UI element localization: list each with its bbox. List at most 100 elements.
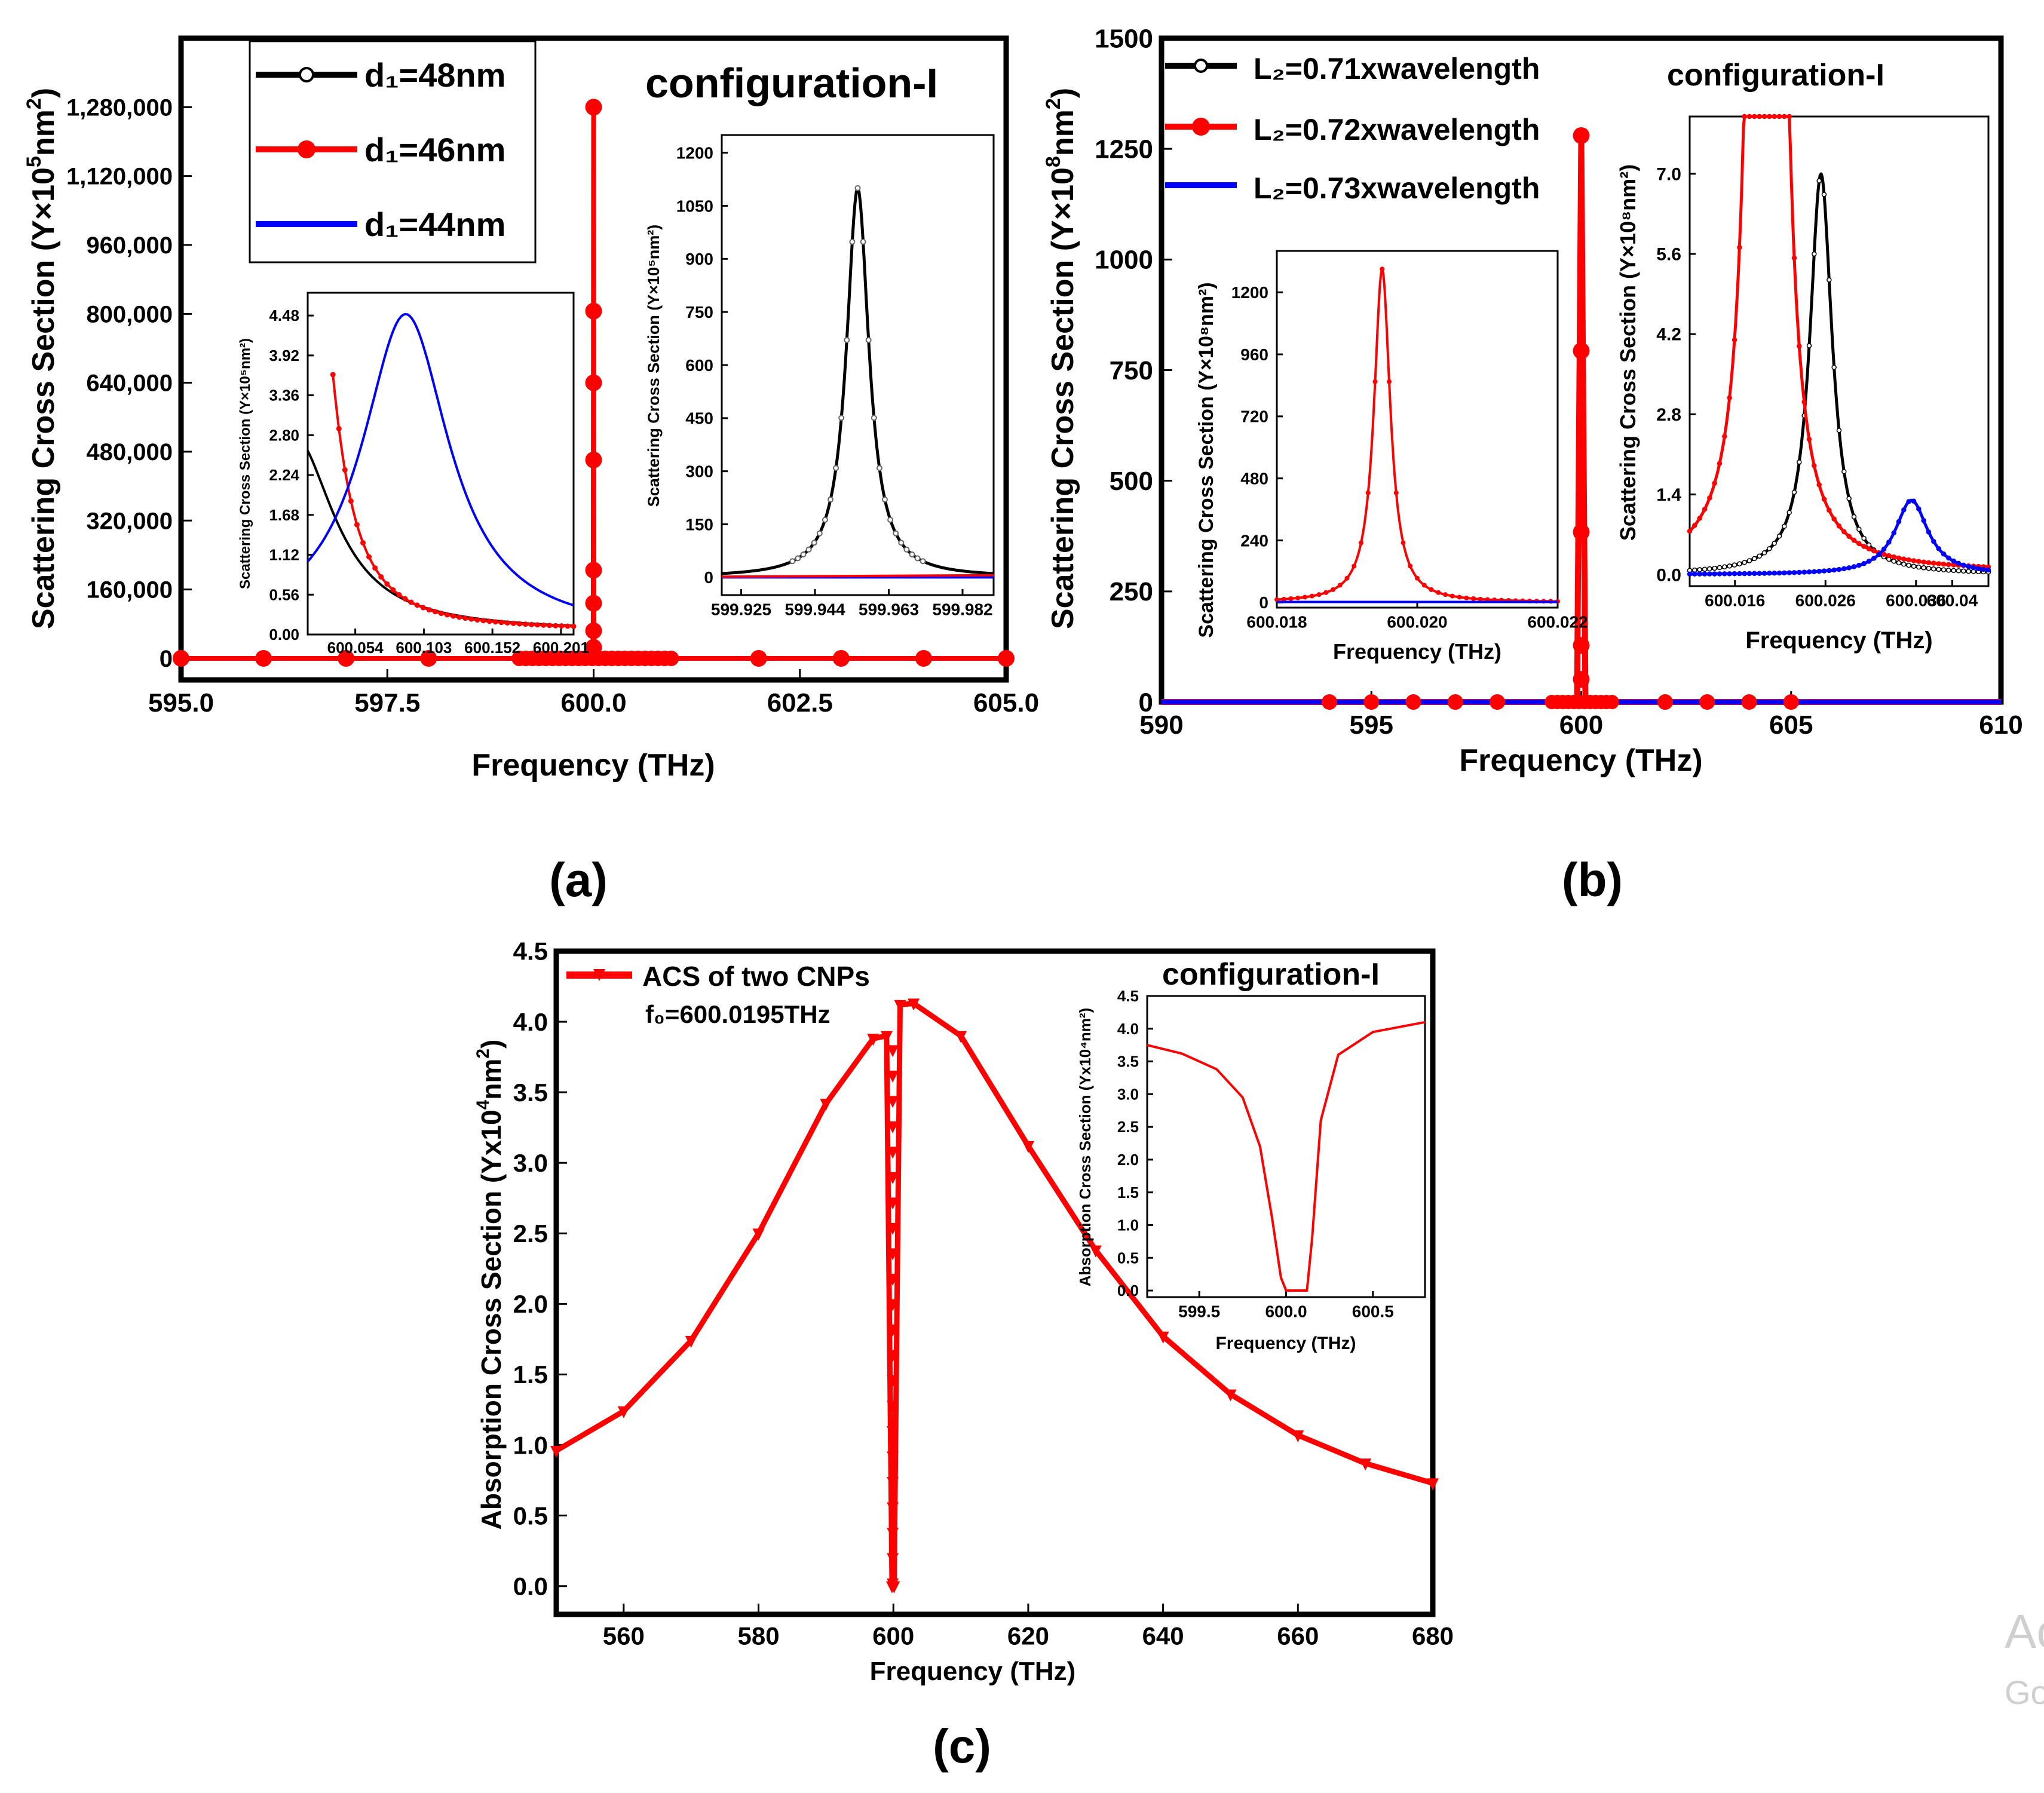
- inset-left-a-x-ticklabel-1: 600.103: [396, 639, 452, 657]
- series-a-d1-46nm-point-6: [915, 649, 932, 667]
- inset-right-a: 0 150 300 450 600 750 900 1050 1200 599.925 599.94…: [645, 134, 995, 619]
- inset-right-b-series-2-point-2: [1697, 571, 1702, 577]
- inset-right-b-series-2-point-1: [1692, 571, 1697, 577]
- inset-right-b-series-2-point-49: [1931, 538, 1936, 544]
- inset-left-a-y-ticklabel-0: 0.00: [269, 626, 299, 643]
- inset-right-b-series-1-point-19: [1782, 114, 1787, 119]
- series-c-acs-dip-15: [887, 1426, 899, 1438]
- inset-right-b-series-1-point-9: [1732, 337, 1737, 343]
- inset-right-b-series-2-point-38: [1876, 551, 1881, 557]
- inset-right-b-series-2-point-45: [1911, 498, 1917, 504]
- series-a-d1-46nm-peakpoint-6: [585, 99, 602, 116]
- panel-label-b: (b): [1562, 853, 1623, 906]
- y-axis-b-ticklabel-5: 1250: [1095, 135, 1153, 164]
- inset-right-b-series-2-point-18: [1776, 570, 1782, 576]
- inset-right-b-series-0-point-20: [1786, 510, 1792, 515]
- inset-right-b-series-0-point-5: [1712, 565, 1717, 571]
- inset-right-a-y-ticklabel-1: 150: [685, 515, 713, 534]
- inset-left-b-red-point-2: [1288, 596, 1294, 601]
- inset-left-a-red-point-4: [354, 522, 360, 528]
- inset-left-b-red-point-10: [1344, 575, 1350, 581]
- inset-right-b-series-2-point-16: [1767, 571, 1772, 576]
- series-c-acs-dip-14: [887, 1400, 899, 1413]
- inset-c-y-ticklabel-1: 0.5: [1117, 1249, 1139, 1267]
- inset-left-b-ylabel: Scattering Cross Section (Y×10⁸nm²): [1195, 282, 1218, 637]
- series-c-acs-dip-17: [887, 1477, 899, 1489]
- y-axis-b-ticklabel-0: 0: [1139, 688, 1153, 717]
- inset-left-a-x-ticklabel-0: 600.054: [327, 639, 384, 657]
- inset-right-b-series-1-point-15: [1761, 114, 1767, 119]
- inset-left-b-y-ticklabel-0: 0: [1259, 593, 1268, 612]
- inset-right-b-series-2-point-21: [1791, 570, 1797, 575]
- inset-right-b-series-2-point-47: [1921, 518, 1926, 523]
- series-a-d1-46nm-point-4: [750, 649, 767, 667]
- inset-left-a-red-point-27: [492, 619, 498, 625]
- series-b-l2-072-point-2: [1405, 694, 1421, 710]
- inset-left-a-red-point-28: [498, 620, 504, 626]
- inset-frame-right-a: [721, 134, 995, 596]
- inset-left-a-red-point-2: [342, 467, 348, 473]
- x-axis-title-b: Frequency (THz): [1459, 743, 1702, 778]
- series-a-d1-46nm-point-2: [338, 649, 355, 667]
- inset-right-b-series-0-point-8: [1727, 563, 1732, 569]
- inset-right-b-series-1-point-37: [1871, 548, 1877, 554]
- series-group-c: [550, 998, 1439, 1593]
- series-c-acs-point-13: [1089, 1245, 1102, 1258]
- y-axis-c-ticklabel-0: 0.0: [513, 1572, 548, 1600]
- inset-right-b-series-2-point-53: [1951, 558, 1956, 564]
- x-axis-b-ticklabel-0: 590: [1139, 710, 1183, 740]
- inset-right-b-series-2-point-41: [1891, 530, 1896, 536]
- annotation-a: configuration-I: [645, 60, 938, 106]
- series-b-l2-072-peakpoint-0: [1573, 127, 1590, 144]
- legend-label-a-1: d₁=46nm: [364, 131, 505, 168]
- inset-c-y-ticklabel-3: 1.5: [1117, 1184, 1139, 1202]
- inset-right-b-series-1-point-21: [1791, 255, 1797, 260]
- x-axis-b-ticklabel-2: 600: [1559, 710, 1603, 740]
- inset-right-b-series-1-point-47: [1921, 559, 1926, 565]
- x-axis-a-ticklabel-4: 605.0: [973, 688, 1039, 718]
- y-axis-c-ticklabel-5: 2.5: [513, 1219, 548, 1248]
- inset-left-b-red-point-1: [1281, 596, 1286, 602]
- inset-left-b-red-point-26: [1457, 594, 1462, 600]
- inset-left-b-red-point-25: [1450, 593, 1455, 599]
- inset-right-a-y-ticklabel-4: 600: [685, 356, 713, 375]
- inset-left-a-y-ticklabel-2: 1.12: [269, 546, 299, 564]
- series-c-acs-point-15: [1224, 1389, 1237, 1402]
- inset-right-b-series-1-point-40: [1886, 553, 1892, 559]
- inset-right-b-series-2-point-34: [1856, 562, 1862, 568]
- inset-right-b-series-2-point-59: [1981, 566, 1986, 572]
- inset-left-a-red-point-12: [402, 596, 408, 602]
- inset-right-a-x-ticklabel-1: 599.944: [784, 600, 845, 619]
- inset-right-b-series-2-point-42: [1896, 519, 1902, 525]
- legend-label-a-0: d₁=48nm: [364, 56, 505, 94]
- inset-left-b-red-point-23: [1436, 590, 1441, 595]
- inset-right-b-series-2-point-8: [1727, 571, 1732, 577]
- inset-right-b-series-2-point-0: [1687, 571, 1693, 577]
- inset-left-b-red-point-17: [1393, 490, 1399, 495]
- inset-right-b-series-0-point-41: [1891, 559, 1896, 564]
- inset-left-b-red-point-28: [1471, 596, 1476, 601]
- inset-left-a-red-point-31: [516, 621, 522, 627]
- inset-right-b-series-1-point-12: [1746, 114, 1752, 119]
- inset-c-y-ticklabel-9: 4.5: [1117, 987, 1139, 1005]
- x-axis-c-ticklabel-3: 620: [1007, 1622, 1049, 1650]
- legend-b: L₂=0.71xwavelength L₂=0.72xwavelength L₂…: [1165, 52, 1540, 205]
- inset-right-b-series-1-point-45: [1911, 558, 1917, 563]
- legend-label-a-2: d₁=44nm: [364, 206, 505, 243]
- inset-right-a-black-point-0: [789, 558, 796, 565]
- inset-left-b-red-point-4: [1303, 594, 1307, 600]
- inset-right-b-series-2-point-35: [1861, 560, 1867, 566]
- series-c-acs-dip-5: [887, 1172, 899, 1184]
- inset-right-b-series-0-point-19: [1782, 523, 1787, 529]
- inset-left-b-red-point-16: [1387, 379, 1392, 384]
- inset-right-b-series-1-point-16: [1767, 114, 1772, 119]
- inset-right-b-y-ticklabel-4: 5.6: [1656, 245, 1681, 265]
- inset-right-a-x-ticklabel-2: 599.963: [859, 600, 919, 619]
- inset-right-b-series-2-point-25: [1812, 569, 1817, 575]
- inset-left-a-red-point-7: [372, 565, 378, 571]
- inset-right-b-series-2-point-44: [1906, 499, 1911, 504]
- inset-right-b-series-2-point-17: [1772, 571, 1777, 576]
- inset-right-b-series-2-point-26: [1816, 569, 1822, 574]
- inset-right-b-series-2-point-20: [1786, 570, 1792, 575]
